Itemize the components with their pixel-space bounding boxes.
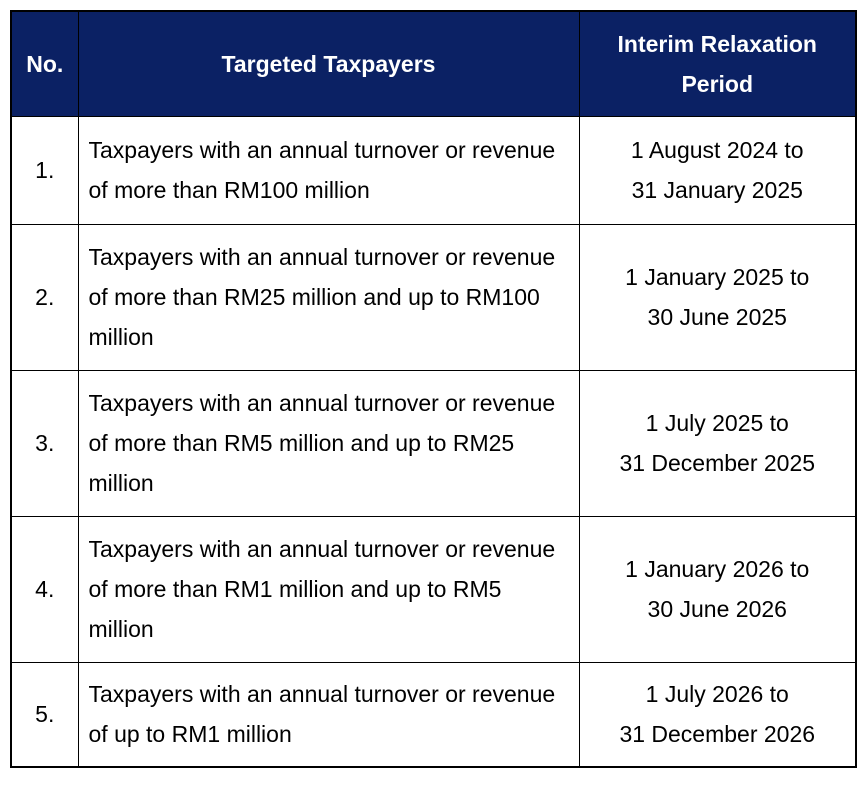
table-row: 5. Taxpayers with an annual turnover or … [10,661,857,768]
period-cell: 1 July 2025 to 31 December 2025 [578,369,857,517]
row-number-cell: 5. [10,661,79,768]
taxpayers-cell: Taxpayers with an annual turnover or rev… [77,369,580,517]
interim-relaxation-table: No. Targeted Taxpayers Interim Relaxatio… [10,10,857,768]
period-cell: 1 August 2024 to 31 January 2025 [578,115,857,225]
column-header-taxpayers: Targeted Taxpayers [77,10,580,117]
period-cell: 1 January 2026 to 30 June 2026 [578,515,857,663]
table-row: 4. Taxpayers with an annual turnover or … [10,515,857,663]
row-number-cell: 4. [10,515,79,663]
taxpayers-cell: Taxpayers with an annual turnover or rev… [77,661,580,768]
row-number-cell: 2. [10,223,79,371]
table-row: 1. Taxpayers with an annual turnover or … [10,115,857,225]
taxpayers-cell: Taxpayers with an annual turnover or rev… [77,223,580,371]
table-row: 3. Taxpayers with an annual turnover or … [10,369,857,517]
row-number-cell: 1. [10,115,79,225]
taxpayers-cell: Taxpayers with an annual turnover or rev… [77,515,580,663]
table-body: 1. Taxpayers with an annual turnover or … [10,115,857,768]
taxpayers-cell: Taxpayers with an annual turnover or rev… [77,115,580,225]
column-header-no: No. [10,10,79,117]
table-row: 2. Taxpayers with an annual turnover or … [10,223,857,371]
column-header-period: Interim Relaxation Period [578,10,857,117]
period-cell: 1 July 2026 to 31 December 2026 [578,661,857,768]
header-row: No. Targeted Taxpayers Interim Relaxatio… [10,10,857,117]
table-header: No. Targeted Taxpayers Interim Relaxatio… [10,10,857,117]
row-number-cell: 3. [10,369,79,517]
period-cell: 1 January 2025 to 30 June 2025 [578,223,857,371]
